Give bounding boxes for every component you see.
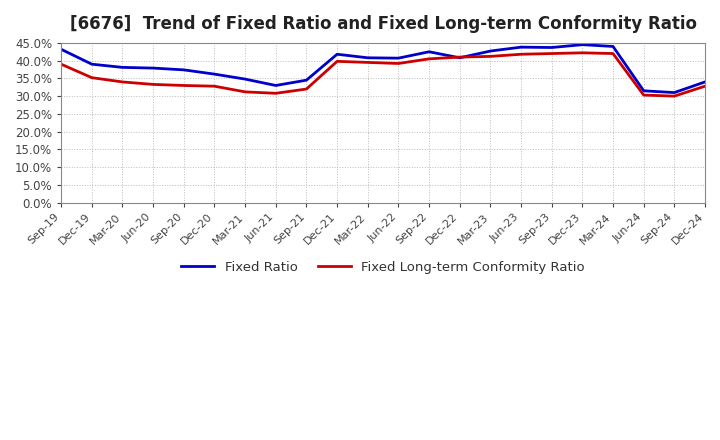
Fixed Long-term Conformity Ratio xyxy=(456,55,464,60)
Fixed Long-term Conformity Ratio xyxy=(486,54,495,59)
Fixed Long-term Conformity Ratio xyxy=(333,59,341,64)
Fixed Ratio xyxy=(179,67,188,73)
Title: [6676]  Trend of Fixed Ratio and Fixed Long-term Conformity Ratio: [6676] Trend of Fixed Ratio and Fixed Lo… xyxy=(70,15,696,33)
Fixed Ratio xyxy=(670,90,679,95)
Fixed Ratio xyxy=(547,45,556,50)
Fixed Ratio xyxy=(118,65,127,70)
Fixed Ratio xyxy=(456,55,464,60)
Fixed Long-term Conformity Ratio xyxy=(578,50,587,55)
Fixed Ratio xyxy=(271,83,280,88)
Fixed Ratio xyxy=(149,66,158,71)
Fixed Ratio xyxy=(394,55,402,61)
Fixed Long-term Conformity Ratio xyxy=(179,83,188,88)
Fixed Long-term Conformity Ratio xyxy=(302,86,311,92)
Fixed Ratio xyxy=(639,88,648,93)
Legend: Fixed Ratio, Fixed Long-term Conformity Ratio: Fixed Ratio, Fixed Long-term Conformity … xyxy=(176,256,590,279)
Line: Fixed Long-term Conformity Ratio: Fixed Long-term Conformity Ratio xyxy=(61,53,705,96)
Fixed Long-term Conformity Ratio xyxy=(701,84,709,89)
Fixed Long-term Conformity Ratio xyxy=(547,51,556,56)
Fixed Long-term Conformity Ratio xyxy=(88,75,96,81)
Fixed Long-term Conformity Ratio xyxy=(517,51,526,57)
Fixed Long-term Conformity Ratio xyxy=(425,56,433,62)
Fixed Long-term Conformity Ratio xyxy=(608,51,617,56)
Fixed Ratio xyxy=(210,71,219,77)
Fixed Ratio xyxy=(57,47,66,52)
Fixed Long-term Conformity Ratio xyxy=(149,82,158,87)
Line: Fixed Ratio: Fixed Ratio xyxy=(61,45,705,92)
Fixed Long-term Conformity Ratio xyxy=(210,84,219,89)
Fixed Ratio xyxy=(701,79,709,84)
Fixed Ratio xyxy=(608,44,617,49)
Fixed Ratio xyxy=(240,77,249,82)
Fixed Long-term Conformity Ratio xyxy=(394,61,402,66)
Fixed Long-term Conformity Ratio xyxy=(240,89,249,95)
Fixed Ratio xyxy=(88,62,96,67)
Fixed Ratio xyxy=(517,44,526,50)
Fixed Long-term Conformity Ratio xyxy=(271,91,280,96)
Fixed Long-term Conformity Ratio xyxy=(670,93,679,99)
Fixed Long-term Conformity Ratio xyxy=(57,62,66,67)
Fixed Long-term Conformity Ratio xyxy=(364,60,372,65)
Fixed Ratio xyxy=(302,77,311,83)
Fixed Ratio xyxy=(333,51,341,57)
Fixed Long-term Conformity Ratio xyxy=(639,92,648,98)
Fixed Ratio xyxy=(578,42,587,48)
Fixed Ratio xyxy=(364,55,372,60)
Fixed Long-term Conformity Ratio xyxy=(118,79,127,84)
Fixed Ratio xyxy=(425,49,433,55)
Fixed Ratio xyxy=(486,48,495,54)
